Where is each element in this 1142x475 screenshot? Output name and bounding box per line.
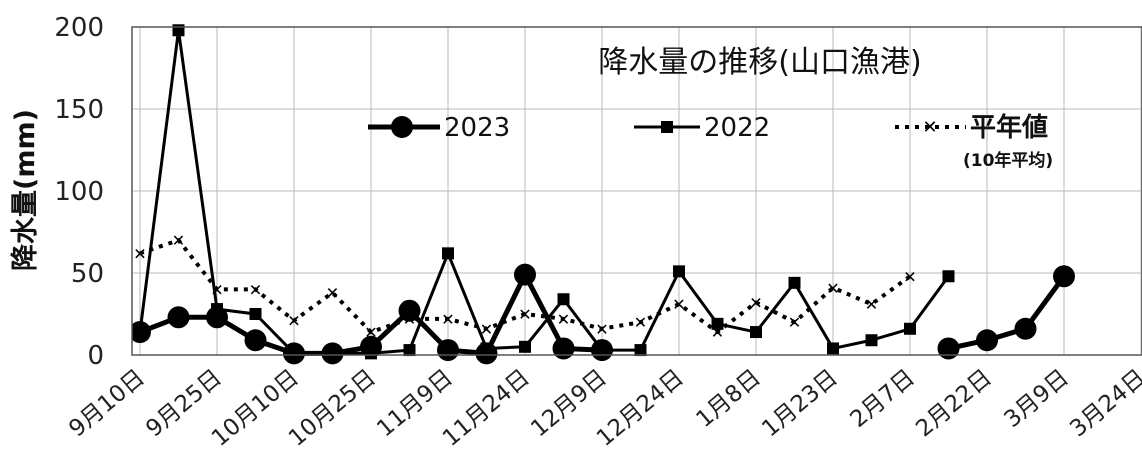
data-point: ✕ bbox=[903, 267, 916, 286]
data-point bbox=[167, 306, 190, 329]
plot-frame bbox=[131, 26, 1142, 356]
data-point bbox=[437, 339, 459, 362]
data-point bbox=[132, 321, 151, 344]
data-point: ✕ bbox=[518, 305, 531, 324]
data-point bbox=[750, 326, 762, 339]
y-tick-label: 0 bbox=[87, 341, 104, 371]
data-point bbox=[827, 342, 839, 355]
y-tick-label: 100 bbox=[54, 177, 104, 207]
legend-normal: ✕ 平年値 (10年平均) bbox=[895, 112, 1053, 171]
data-point: ✕ bbox=[326, 284, 339, 303]
data-point: ✕ bbox=[557, 310, 570, 329]
data-point bbox=[360, 335, 382, 358]
series-line bbox=[138, 28, 950, 355]
data-point bbox=[398, 299, 421, 322]
data-point: ✕ bbox=[634, 313, 647, 332]
data-point: ✕ bbox=[172, 231, 185, 250]
x-tick-label: 9月10日 bbox=[64, 365, 150, 443]
y-axis-ticks: 0 50 100 150 200 bbox=[54, 13, 104, 371]
data-point: ✕ bbox=[287, 312, 300, 331]
data-point bbox=[475, 342, 498, 365]
x-axis-ticks: 9月10日9月25日10月10日10月25日11月9日11月24日12月9日12… bbox=[64, 365, 1142, 452]
legend: 2023 2022 ✕ 平年値 (10年平均) bbox=[368, 112, 1053, 171]
data-point bbox=[976, 329, 998, 352]
data-point bbox=[403, 344, 416, 357]
data-point: ✕ bbox=[672, 295, 685, 314]
data-point bbox=[283, 342, 305, 365]
chart-title: 降水量の推移(山口漁港) bbox=[598, 45, 921, 80]
data-point bbox=[244, 329, 267, 352]
data-point bbox=[673, 265, 685, 278]
data-point: ✕ bbox=[788, 313, 801, 332]
data-point bbox=[788, 276, 801, 289]
x-tick-label: 3月9日 bbox=[999, 365, 1073, 433]
legend-note-normal: (10年平均) bbox=[963, 150, 1053, 171]
data-point bbox=[442, 247, 454, 260]
data-point bbox=[172, 24, 185, 37]
data-point: ✕ bbox=[865, 295, 878, 314]
data-point bbox=[711, 317, 724, 330]
legend-label-normal: 平年値 bbox=[970, 112, 1048, 143]
y-tick-label: 150 bbox=[54, 95, 104, 125]
x-tick-label: 11月24日 bbox=[438, 365, 535, 452]
x-tick-label: 2月22日 bbox=[911, 365, 997, 443]
data-point bbox=[634, 344, 647, 357]
data-point bbox=[942, 270, 955, 283]
data-point: ✕ bbox=[826, 279, 839, 298]
data-point bbox=[1053, 265, 1075, 288]
y-tick-label: 50 bbox=[71, 259, 104, 289]
data-point bbox=[557, 293, 570, 306]
data-point bbox=[865, 334, 878, 347]
data-point bbox=[591, 339, 613, 362]
data-point bbox=[514, 263, 536, 286]
data-point bbox=[321, 342, 344, 365]
data-point bbox=[519, 340, 531, 353]
legend-label-2022: 2022 bbox=[704, 113, 770, 143]
x-tick-label: 1月23日 bbox=[757, 365, 843, 443]
data-point: ✕ bbox=[249, 280, 262, 299]
data-point: ✕ bbox=[133, 244, 146, 263]
data-point bbox=[1014, 317, 1037, 340]
svg-text:✕: ✕ bbox=[922, 117, 937, 138]
x-tick-label: 12月24日 bbox=[592, 365, 689, 452]
legend-2023: 2023 bbox=[368, 113, 510, 143]
series-2: ✕✕✕✕✕✕✕✕✕✕✕✕✕✕✕✕✕✕✕✕✕ bbox=[133, 231, 916, 342]
data-point: ✕ bbox=[480, 320, 493, 339]
data-point bbox=[206, 306, 228, 329]
legend-label-2023: 2023 bbox=[444, 113, 510, 143]
data-point bbox=[552, 337, 575, 360]
y-axis-label: 降水量(mm) bbox=[10, 109, 41, 271]
data-point bbox=[249, 308, 262, 320]
data-point bbox=[937, 337, 960, 360]
data-point: ✕ bbox=[595, 320, 608, 339]
x-tick-label: 1月8日 bbox=[691, 365, 765, 433]
x-tick-label: 10月25日 bbox=[284, 365, 381, 452]
y-tick-label: 200 bbox=[54, 13, 104, 43]
data-point: ✕ bbox=[749, 294, 762, 313]
data-point: ✕ bbox=[441, 310, 454, 329]
x-tick-label: 3月24日 bbox=[1065, 365, 1142, 443]
series-line bbox=[947, 274, 1067, 351]
legend-2022: 2022 bbox=[634, 113, 770, 143]
series-line bbox=[139, 238, 912, 335]
data-point bbox=[904, 322, 916, 335]
x-tick-label: 2月7日 bbox=[845, 365, 919, 433]
